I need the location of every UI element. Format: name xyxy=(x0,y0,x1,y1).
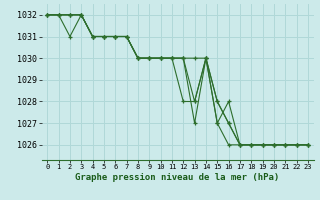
X-axis label: Graphe pression niveau de la mer (hPa): Graphe pression niveau de la mer (hPa) xyxy=(76,173,280,182)
